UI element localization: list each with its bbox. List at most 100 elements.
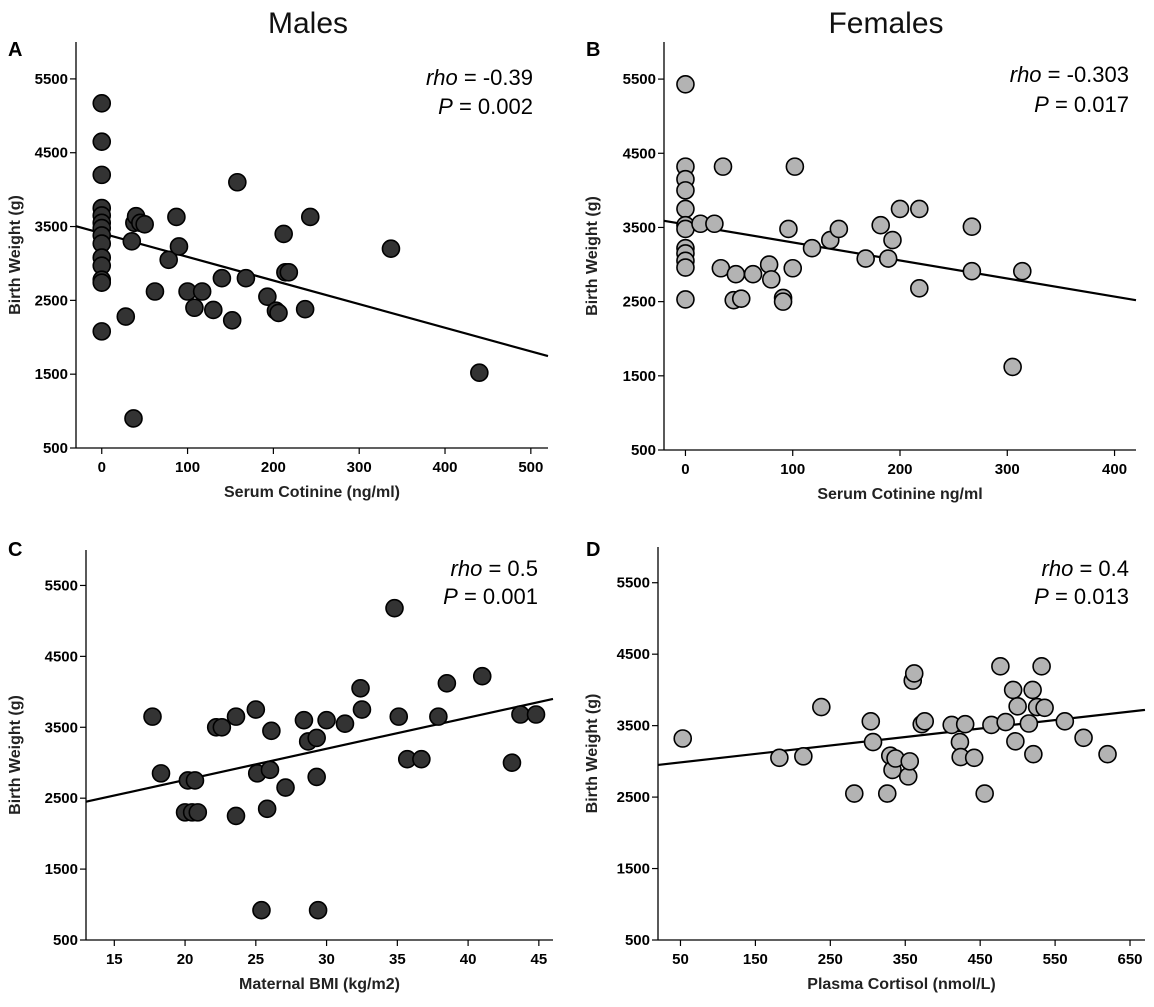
data-point [1098, 744, 1117, 764]
y-tick-label: 500 [53, 932, 78, 949]
data-point [910, 199, 929, 219]
panel-c: C 500 1500 2500 3500 4500 5500 15 20 25 30 35 40 45 Ma… [7, 539, 554, 993]
x-axis-label: Plasma Cortisol (nmol/L) [807, 976, 995, 993]
data-point [352, 700, 372, 719]
x-tick-label: 100 [780, 461, 805, 478]
data-point [92, 165, 112, 185]
data-point [761, 270, 781, 289]
y-tick-label: 500 [625, 932, 650, 949]
y-tick-label: 2500 [617, 789, 650, 806]
data-point [307, 767, 326, 787]
data-point [389, 707, 409, 726]
data-point [135, 215, 154, 234]
x-tick-label: 0 [681, 461, 689, 478]
data-point [385, 598, 404, 618]
x-tick-label: 500 [518, 459, 543, 476]
p-value-annotation: P = 0.017 [1034, 92, 1129, 117]
data-point [1008, 697, 1027, 716]
data-point [1023, 680, 1042, 700]
x-axis-label: Serum Cotinine (ng/ml) [224, 484, 400, 501]
data-point [975, 784, 994, 803]
panel-letter-c: C [8, 539, 22, 561]
y-tick-label: 4500 [617, 646, 650, 663]
data-point [212, 717, 232, 737]
panel-a: A 500 1500 2500 3500 4500 5500 0 100 200 300 400 500… [7, 39, 549, 501]
data-point [676, 74, 695, 94]
data-point [1055, 712, 1075, 731]
data-point [151, 764, 171, 783]
x-tick-label: 300 [347, 459, 372, 476]
y-tick-label: 3500 [617, 718, 650, 735]
data-point [226, 806, 246, 826]
x-axis-label: Maternal BMI (kg/m2) [239, 976, 400, 993]
data-point [779, 219, 798, 239]
p-value-annotation: P = 0.001 [443, 584, 538, 609]
panel-b: B 500 1500 2500 3500 4500 5500 0 100 200 300 400 Ser… [584, 39, 1137, 503]
y-tick-label: 2500 [45, 790, 78, 807]
data-point [92, 93, 112, 113]
data-point [351, 678, 370, 698]
panel-letter-d: D [586, 539, 600, 561]
x-tick-label: 15 [106, 951, 123, 968]
data-point [262, 721, 281, 741]
data-point [188, 803, 208, 822]
regression-line [85, 697, 554, 803]
data-point [955, 714, 975, 734]
data-point [878, 249, 898, 268]
data-point [246, 700, 266, 719]
y-tick-label: 3500 [35, 219, 68, 236]
x-tick-label: 300 [995, 461, 1020, 478]
data-point [673, 729, 693, 748]
data-point [116, 307, 136, 326]
data-point [300, 207, 320, 227]
data-point [910, 278, 929, 298]
x-tick-label: 550 [1043, 951, 1068, 968]
data-point [962, 261, 982, 281]
data-point [676, 181, 695, 200]
x-axis-label: Serum Cotinine ng/ml [817, 486, 982, 503]
regression-line [663, 219, 1137, 302]
y-tick-label: 3500 [623, 219, 656, 236]
data-point [915, 712, 935, 731]
y-tick-label: 3500 [45, 719, 78, 736]
data-point [844, 784, 864, 803]
data-point [1032, 657, 1051, 676]
data-point [991, 657, 1010, 676]
data-point [785, 157, 805, 176]
data-point [705, 214, 724, 234]
data-point [962, 217, 982, 237]
rho-annotation: rho = 0.4 [1042, 556, 1129, 581]
data-point [861, 712, 881, 731]
data-point [192, 282, 212, 301]
data-point [1003, 680, 1023, 700]
rho-annotation: rho = -0.39 [426, 65, 533, 90]
data-point [317, 710, 336, 730]
data-point [269, 303, 288, 323]
panel-d: D 500 1500 2500 3500 4500 5500 50 150 250 350 450 55… [584, 539, 1146, 993]
p-value-annotation: P = 0.002 [438, 94, 533, 119]
y-tick-label: 1500 [35, 366, 68, 383]
y-axis-label: Birth Weight (g) [7, 195, 24, 315]
data-point [676, 199, 695, 219]
data-point [676, 290, 695, 309]
y-axis-label: Birth Weight (g) [7, 695, 24, 815]
data-point [122, 232, 142, 251]
data-point [124, 409, 143, 428]
y-tick-label: 500 [631, 442, 656, 459]
data-point [829, 219, 849, 239]
y-tick-label: 4500 [623, 145, 656, 162]
data-point [252, 900, 271, 920]
data-point [883, 230, 902, 250]
y-tick-label: 2500 [35, 292, 68, 309]
data-point [185, 771, 205, 790]
data-point [996, 712, 1015, 732]
data-point [743, 264, 763, 284]
data-point [228, 172, 247, 192]
x-tick-label: 40 [460, 951, 477, 968]
data-point [713, 157, 733, 176]
data-point [159, 250, 178, 270]
data-point [308, 900, 328, 920]
data-point [1012, 261, 1032, 281]
data-point [92, 322, 112, 341]
